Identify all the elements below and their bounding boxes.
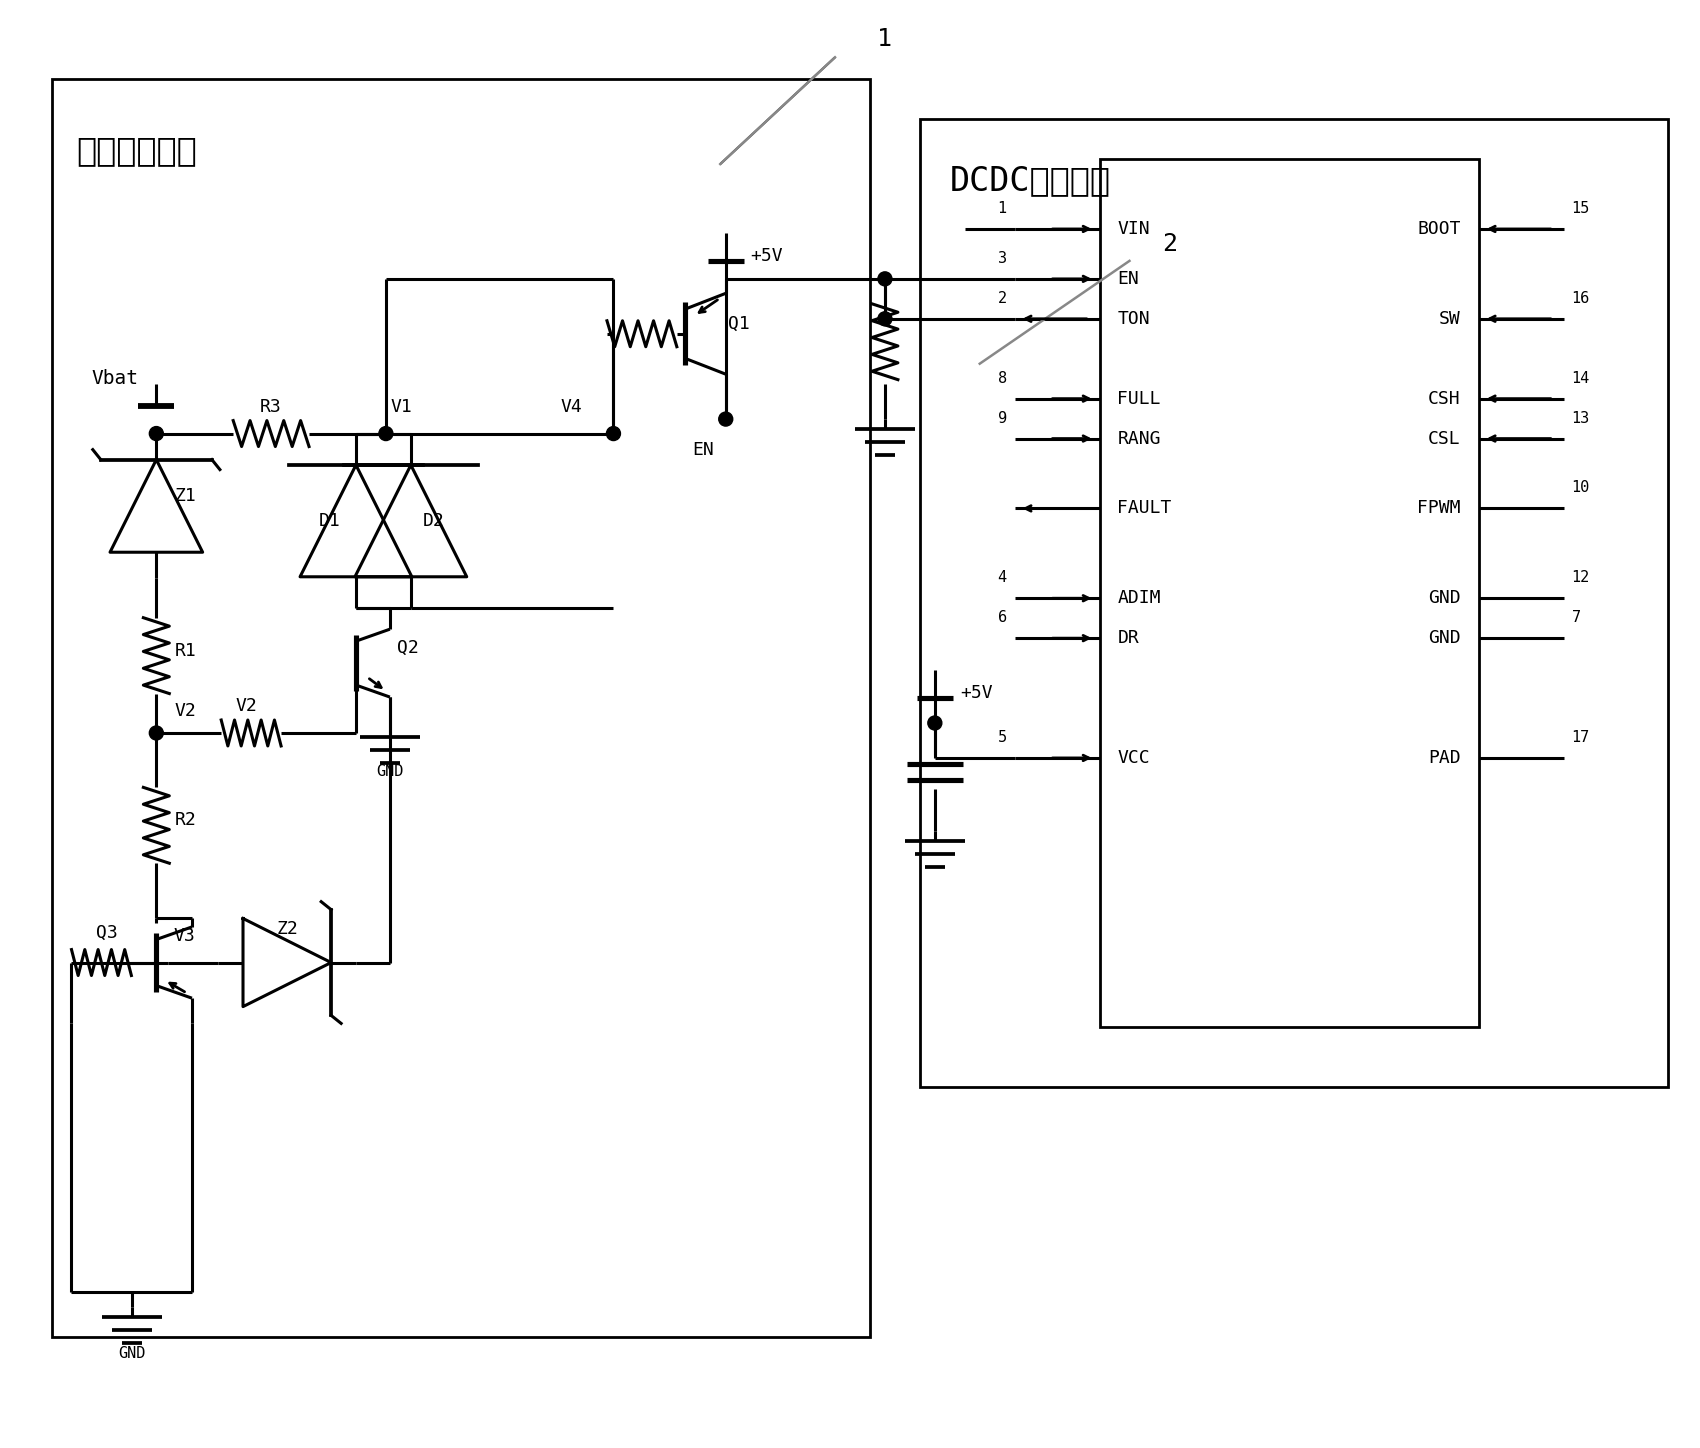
- Text: 14: 14: [1571, 371, 1590, 385]
- Text: VIN: VIN: [1117, 220, 1151, 237]
- Text: 16: 16: [1571, 291, 1590, 306]
- Text: +5V: +5V: [960, 683, 993, 702]
- Text: CSL: CSL: [1428, 430, 1460, 447]
- Text: EN: EN: [692, 442, 714, 459]
- Text: 7: 7: [1571, 610, 1581, 626]
- Text: FAULT: FAULT: [1117, 500, 1171, 517]
- Circle shape: [379, 427, 393, 440]
- Text: D1: D1: [320, 513, 342, 530]
- Text: V4: V4: [561, 398, 583, 416]
- Text: FULL: FULL: [1117, 390, 1161, 408]
- Text: 1: 1: [998, 201, 1006, 216]
- Polygon shape: [243, 918, 332, 1006]
- Text: SW: SW: [1440, 310, 1460, 327]
- Text: CSH: CSH: [1428, 390, 1460, 408]
- Text: 17: 17: [1571, 730, 1590, 744]
- Text: 4: 4: [998, 571, 1006, 585]
- Text: 使能控制电路: 使能控制电路: [76, 135, 197, 167]
- Text: R2: R2: [175, 811, 196, 830]
- Text: TON: TON: [1117, 310, 1151, 327]
- Text: 3: 3: [998, 251, 1006, 266]
- Text: 13: 13: [1571, 411, 1590, 426]
- Text: EN: EN: [1117, 269, 1139, 288]
- Text: 8: 8: [998, 371, 1006, 385]
- Text: DCDC控制芯片: DCDC控制芯片: [950, 164, 1110, 197]
- Text: V2: V2: [235, 696, 257, 715]
- Text: R1: R1: [175, 641, 196, 660]
- Text: 9: 9: [998, 411, 1006, 426]
- Circle shape: [150, 725, 163, 740]
- Text: 12: 12: [1571, 571, 1590, 585]
- Bar: [920, 119, 1668, 1087]
- Circle shape: [877, 272, 893, 285]
- Circle shape: [719, 413, 733, 426]
- Text: 10: 10: [1571, 481, 1590, 495]
- Text: 5: 5: [998, 730, 1006, 744]
- Circle shape: [607, 427, 620, 440]
- Bar: [51, 80, 870, 1337]
- Polygon shape: [301, 465, 411, 576]
- Text: V2: V2: [175, 702, 196, 720]
- Text: Z2: Z2: [275, 919, 298, 938]
- Text: Z1: Z1: [175, 487, 196, 505]
- Text: GND: GND: [376, 765, 403, 779]
- Text: FPWM: FPWM: [1418, 500, 1460, 517]
- Text: Vbat: Vbat: [92, 369, 138, 388]
- Text: Q1: Q1: [728, 314, 750, 333]
- Text: GND: GND: [1428, 630, 1460, 647]
- Text: 1: 1: [877, 28, 893, 51]
- Text: GND: GND: [1428, 589, 1460, 607]
- Text: +5V: +5V: [751, 248, 784, 265]
- Text: 15: 15: [1571, 201, 1590, 216]
- Text: D2: D2: [423, 513, 445, 530]
- Text: DR: DR: [1117, 630, 1139, 647]
- Text: 6: 6: [998, 610, 1006, 626]
- Text: PAD: PAD: [1428, 749, 1460, 767]
- Circle shape: [150, 427, 163, 440]
- Text: BOOT: BOOT: [1418, 220, 1460, 237]
- Circle shape: [928, 715, 942, 730]
- Text: Q2: Q2: [396, 639, 418, 657]
- Text: V1: V1: [391, 398, 413, 416]
- Circle shape: [877, 311, 893, 326]
- Text: R3: R3: [260, 398, 282, 416]
- Text: 2: 2: [1161, 232, 1176, 256]
- Polygon shape: [355, 465, 468, 576]
- Polygon shape: [110, 459, 202, 552]
- Text: 2: 2: [998, 291, 1006, 306]
- Text: Q3: Q3: [97, 924, 119, 941]
- Bar: [1100, 159, 1479, 1028]
- Text: RANG: RANG: [1117, 430, 1161, 447]
- Text: VCC: VCC: [1117, 749, 1151, 767]
- Text: V3: V3: [173, 927, 196, 944]
- Text: ADIM: ADIM: [1117, 589, 1161, 607]
- Text: GND: GND: [117, 1347, 146, 1361]
